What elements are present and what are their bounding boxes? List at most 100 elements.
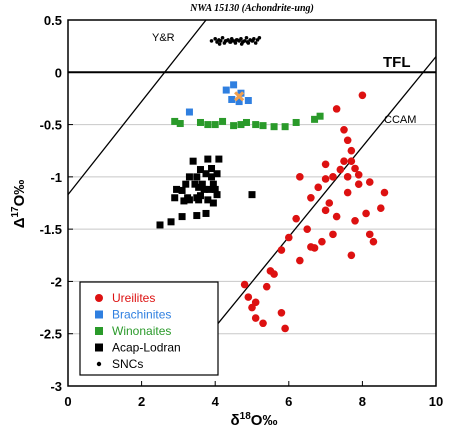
x-tick-label: 10 — [429, 394, 443, 409]
point-ureilites — [281, 324, 289, 333]
yr-label: Y&R — [152, 32, 175, 44]
y-tick-label: 0.5 — [44, 13, 62, 28]
point-ureilites — [244, 293, 253, 301]
point-acap-lodran — [180, 197, 188, 205]
y-tick-label: -3 — [50, 379, 62, 394]
point-ureilites — [332, 105, 341, 113]
point-ureilites — [347, 157, 356, 165]
point-ureilites — [270, 270, 278, 278]
point-acap-lodran — [156, 221, 164, 229]
legend-marker-brachinites — [95, 310, 103, 319]
legend-label-brachinites: Brachinites — [112, 308, 171, 322]
point-acap-lodran — [248, 191, 256, 199]
point-ureilites — [329, 173, 337, 181]
y-axis-label-sup: 17 — [10, 206, 21, 218]
point-winonaites — [270, 123, 278, 131]
legend: Ureilites Brachinites Winonaites Acap-Lodra… — [79, 281, 219, 376]
point-winonaites — [252, 121, 260, 129]
point-ureilites — [277, 309, 286, 317]
point-ureilites — [343, 136, 352, 145]
point-acap-lodran — [189, 157, 197, 165]
point-acap-lodran — [185, 196, 193, 204]
legend-marker-ureilites — [95, 294, 103, 302]
point-acap-lodran — [211, 185, 219, 193]
point-ureilites — [343, 173, 352, 181]
point-winonaites — [242, 118, 250, 126]
point-sncs — [213, 37, 217, 41]
point-sncs — [220, 35, 225, 40]
point-sncs — [234, 38, 239, 42]
point-ureilites — [340, 126, 348, 134]
point-winonaites — [311, 115, 319, 123]
point-acap-lodran — [208, 164, 216, 172]
point-brachinites — [228, 95, 236, 103]
y-axis-label: Δ17O‰ — [10, 180, 28, 229]
point-winonaites — [281, 123, 289, 131]
y-axis-label-rest: O‰ — [11, 180, 28, 207]
point-acap-lodran — [193, 212, 201, 220]
point-ureilites — [307, 243, 315, 251]
point-sncs — [257, 35, 262, 40]
data-points — [156, 35, 389, 333]
x-tick-label: 8 — [359, 394, 366, 409]
legend-label-sncs: SNCs — [112, 357, 143, 371]
point-winonaites — [204, 121, 212, 129]
point-sncs — [239, 42, 244, 46]
point-acap-lodran — [193, 173, 201, 181]
point-ureilites — [369, 237, 378, 246]
y-tick-label: 0 — [55, 65, 62, 80]
legend-label-acap-lodran: Acap-Lodran — [112, 341, 181, 355]
point-acap-lodran — [204, 155, 212, 163]
x-tick-label: 2 — [138, 394, 145, 409]
point-ureilites — [354, 170, 363, 179]
x-axis-label: δ18O‰ — [231, 411, 278, 429]
point-brachinites — [230, 81, 238, 89]
point-ureilites — [332, 212, 341, 221]
point-ureilites — [303, 225, 312, 233]
point-acap-lodran — [213, 191, 221, 199]
point-acap-lodran — [200, 185, 208, 193]
reference-line-ccam — [209, 56, 437, 335]
point-acap-lodran — [178, 186, 186, 194]
point-winonaites — [316, 112, 324, 120]
tfl-label: TFL — [383, 54, 411, 71]
point-acap-lodran — [204, 196, 212, 204]
y-tick-label: -1.5 — [40, 222, 62, 237]
point-ureilites — [321, 175, 330, 183]
point-acap-lodran — [209, 199, 217, 207]
point-acap-lodran — [202, 170, 210, 178]
point-ureilites — [307, 193, 315, 202]
sample-x-stroke — [234, 91, 245, 102]
point-ureilites — [292, 214, 300, 223]
point-ureilites — [325, 199, 334, 207]
legend-marker-sncs — [96, 361, 102, 367]
y-tick-label: -2.5 — [40, 327, 62, 342]
point-sncs — [218, 39, 223, 43]
point-acap-lodran — [173, 185, 181, 193]
chart-title: NWA 15130 (Achondrite-ung) — [189, 3, 314, 14]
point-ureilites — [354, 180, 363, 188]
point-acap-lodran — [196, 166, 204, 174]
x-axis-ticks: 0 2 4 6 8 10 — [64, 381, 443, 409]
point-ureilites — [347, 146, 356, 155]
point-acap-lodran — [167, 218, 175, 226]
ccam-label: CCAM — [384, 114, 416, 126]
x-tick-label: 6 — [285, 394, 292, 409]
legend-label-ureilites: Ureilites — [112, 291, 155, 305]
point-ureilites — [340, 157, 348, 165]
point-brachinites — [244, 97, 252, 105]
point-ureilites — [285, 233, 293, 242]
point-sncs — [209, 39, 214, 43]
y-tick-label: -2 — [50, 274, 62, 289]
point-ureilites — [362, 209, 370, 218]
point-sncs — [253, 41, 258, 45]
point-winonaites — [259, 122, 267, 130]
point-sncs — [223, 39, 228, 43]
point-winonaites — [196, 118, 204, 126]
point-ureilites — [248, 303, 256, 312]
point-acap-lodran — [185, 173, 193, 181]
point-acap-lodran — [191, 180, 199, 188]
point-ureilites — [329, 230, 337, 239]
point-acap-lodran — [213, 170, 221, 178]
